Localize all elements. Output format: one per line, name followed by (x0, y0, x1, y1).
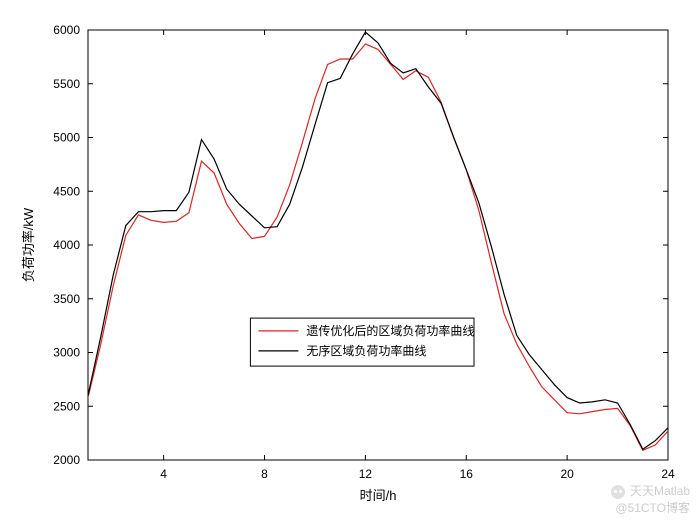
svg-text:3000: 3000 (53, 346, 80, 360)
wechat-icon (611, 485, 625, 499)
svg-text:5500: 5500 (53, 77, 80, 91)
chart-svg: 4 8 12 16 20 24 2000 2500 3000 3500 4000 4500 5000 55… (0, 0, 700, 525)
svg-text:2500: 2500 (53, 399, 80, 413)
load-power-chart: 4 8 12 16 20 24 2000 2500 3000 3500 4000 4500 5000 55… (0, 0, 700, 525)
svg-text:4500: 4500 (53, 184, 80, 198)
svg-text:时间/h: 时间/h (360, 488, 397, 503)
svg-text:3500: 3500 (53, 292, 80, 306)
watermark-line1: 天天Matlab (630, 484, 690, 498)
svg-text:8: 8 (261, 467, 268, 481)
svg-text:4000: 4000 (53, 238, 80, 252)
svg-text:6000: 6000 (53, 23, 80, 37)
svg-text:负荷功率/kW: 负荷功率/kW (21, 207, 36, 282)
svg-text:4: 4 (160, 467, 167, 481)
svg-text:无序区域负荷功率曲线: 无序区域负荷功率曲线 (306, 343, 426, 358)
svg-text:遗传优化后的区域负荷功率曲线: 遗传优化后的区域负荷功率曲线 (306, 323, 474, 338)
svg-text:20: 20 (560, 467, 574, 481)
svg-text:16: 16 (460, 467, 474, 481)
svg-text:12: 12 (359, 467, 373, 481)
watermark-line2: @51CTO博客 (615, 501, 690, 515)
watermark: 天天Matlab @51CTO博客 (611, 483, 690, 517)
svg-text:5000: 5000 (53, 131, 80, 145)
svg-text:24: 24 (661, 467, 675, 481)
svg-text:2000: 2000 (53, 453, 80, 467)
